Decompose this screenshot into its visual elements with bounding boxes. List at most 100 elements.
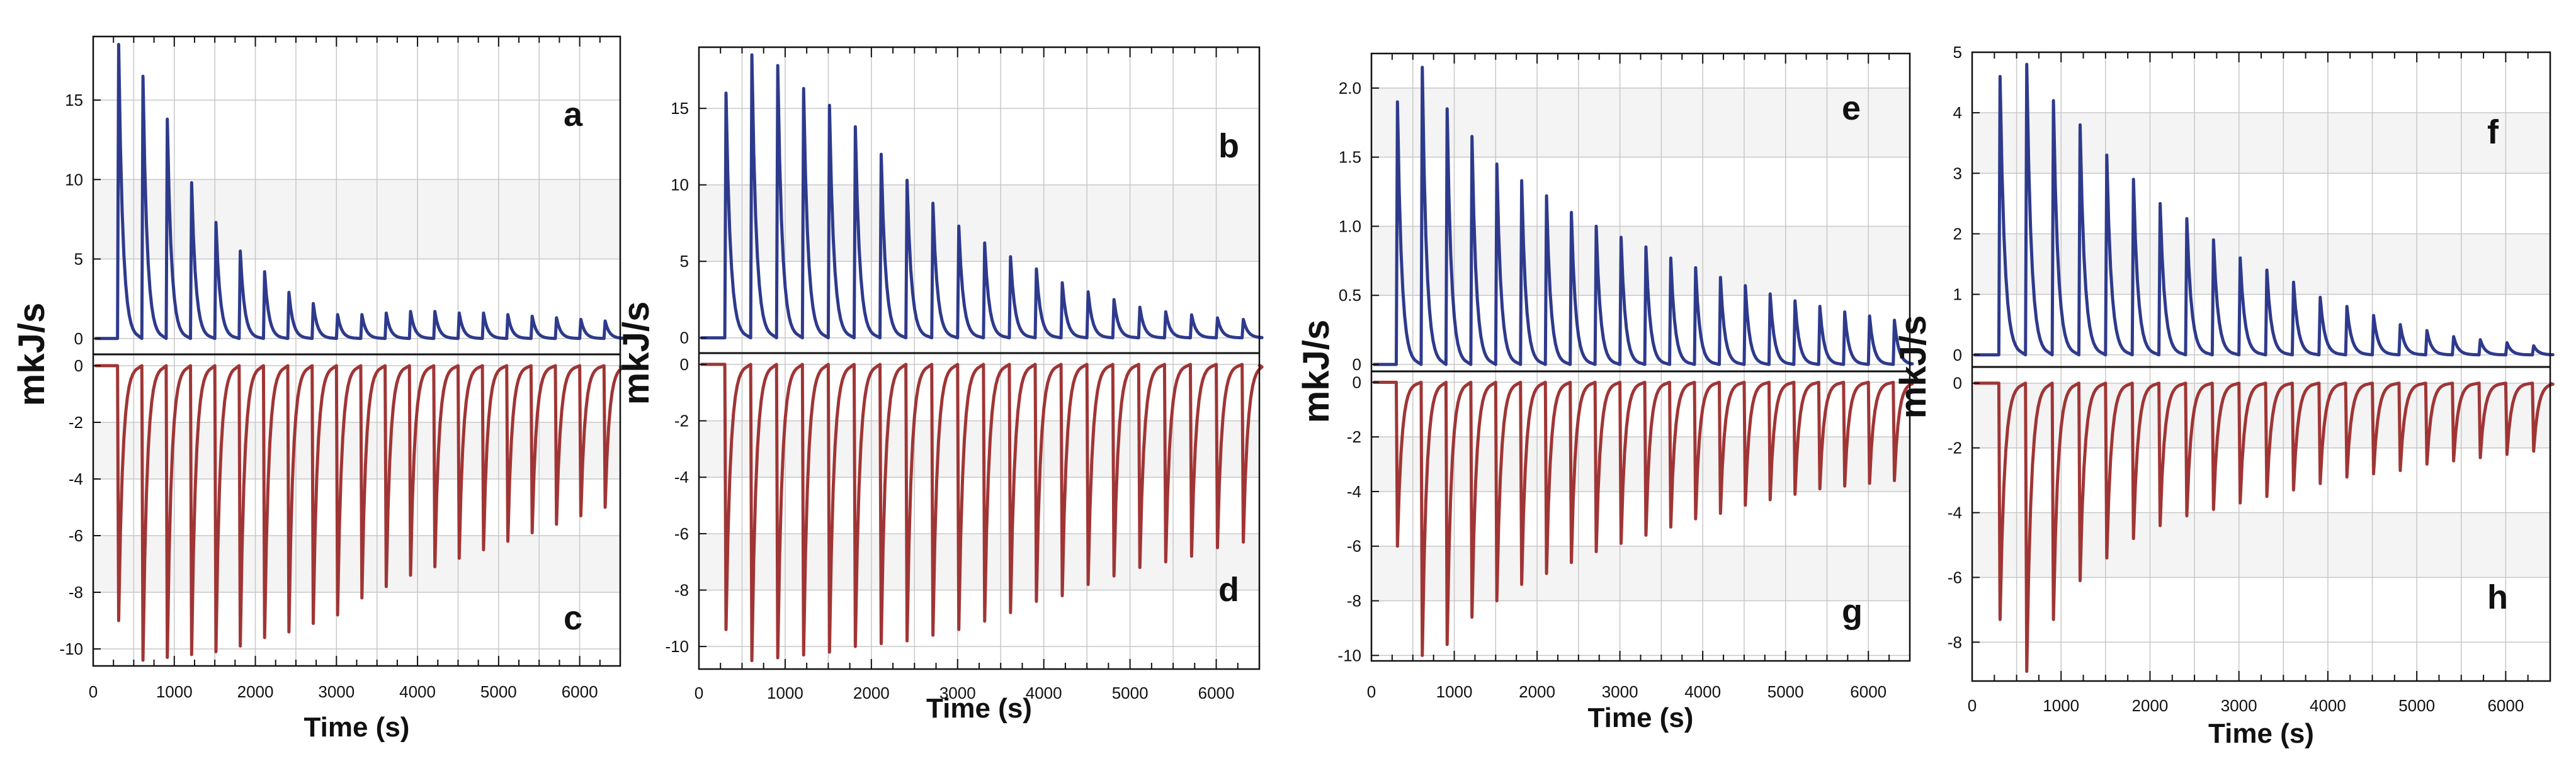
y-tick-label: -8	[1948, 633, 1962, 651]
y-tick-label: -10	[59, 639, 83, 658]
bottom-trace-h	[1973, 381, 2555, 673]
y-tick-label: 5	[74, 250, 83, 269]
chart-group-2: 0 5 10 15 b 0 -2 -4 -6 -8 -10 d 0 1000 2000 3000 4000 500…	[616, 46, 1264, 724]
y-tick-label: -8	[69, 583, 83, 602]
y-tick-label: -2	[1347, 427, 1361, 446]
x-tick-label: 6000	[2487, 696, 2524, 715]
panel-label-a: a	[564, 96, 583, 133]
band-shade	[1371, 546, 1910, 601]
x-tick-label: 4000	[399, 682, 436, 701]
y-tick-label: 1.5	[1339, 148, 1361, 167]
y-tick-label: 1.0	[1339, 217, 1361, 235]
band-shade	[93, 179, 620, 259]
band-shade	[699, 184, 1259, 262]
x-tick-label: 2000	[237, 682, 274, 701]
y-tick-label: -8	[1347, 592, 1361, 611]
top-trace-f	[1973, 62, 2555, 357]
x-tick-label: 3000	[939, 684, 976, 702]
y-tick-label: 0	[1353, 373, 1361, 392]
x-tick-label: 0	[1367, 682, 1376, 701]
x-tick-label: 6000	[562, 682, 598, 701]
band-shade	[1972, 234, 2550, 295]
band-shade	[699, 533, 1259, 590]
y-tick-label: 0	[1953, 346, 1962, 364]
y-tick-label: -8	[674, 581, 689, 600]
y-tick-label: -10	[665, 637, 689, 656]
chart-group-1: 0 5 10 15 a 0 -2 -4 -6 -8 -10 c 0 1000 2000 3000 4000 500…	[11, 35, 625, 743]
x-axis-title: Time (s)	[1588, 702, 1694, 733]
x-tick-label: 2000	[853, 684, 890, 702]
x-tick-label: 1000	[156, 682, 193, 701]
x-axis-title: Time (s)	[926, 693, 1032, 724]
y-tick-label: 15	[671, 99, 689, 118]
y-tick-label: -4	[1948, 503, 1962, 522]
y-axis-title: mkJ/s	[11, 303, 52, 406]
y-axis-title: mkJ/s	[1893, 315, 1934, 419]
y-tick-label: -2	[69, 413, 83, 432]
x-tick-label: 1000	[767, 684, 803, 702]
y-tick-label: 0	[680, 329, 689, 347]
band-shade	[1371, 226, 1910, 296]
x-axis-title: Time (s)	[304, 712, 410, 743]
x-tick-label: 6000	[1198, 684, 1235, 702]
y-tick-label: 10	[671, 176, 689, 194]
x-tick-label: 2000	[2132, 696, 2169, 715]
x-tick-label: 0	[695, 684, 703, 702]
y-tick-label: -4	[1347, 482, 1361, 501]
y-tick-label: 0	[680, 355, 689, 374]
x-tick-label: 3000	[2221, 696, 2257, 715]
x-tick-label: 3000	[1602, 682, 1638, 701]
x-tick-label: 6000	[1850, 682, 1887, 701]
y-tick-label: 1	[1953, 285, 1962, 304]
x-tick-label: 1000	[2043, 696, 2079, 715]
x-tick-label: 5000	[1767, 682, 1804, 701]
y-tick-label: 2.0	[1339, 79, 1361, 98]
x-tick-label: 4000	[1684, 682, 1721, 701]
y-tick-label: 4	[1953, 103, 1962, 122]
band-shade	[93, 536, 620, 592]
y-tick-label: -6	[69, 526, 83, 545]
panel-label-c: c	[564, 599, 582, 637]
bottom-trace-c	[94, 364, 625, 662]
y-tick-label: -6	[674, 524, 689, 543]
y-tick-label: 0	[1353, 355, 1361, 374]
x-tick-label: 5000	[2398, 696, 2435, 715]
x-tick-label: 3000	[318, 682, 355, 701]
chart-group-3: 0 0.5 1.0 1.5 2.0 e 0 -2 -4 -6 -8 -10 g 0 1000 2000 3000…	[1296, 52, 1914, 733]
panel-label-b: b	[1218, 127, 1239, 165]
y-tick-label: 0	[1953, 374, 1962, 393]
panel-label-f: f	[2487, 113, 2499, 151]
x-axis-title: Time (s)	[2208, 718, 2314, 749]
x-tick-label: 0	[89, 682, 98, 701]
y-tick-label: 2	[1953, 224, 1962, 243]
bottom-trace-g	[1373, 380, 1914, 657]
y-tick-label: 0	[74, 356, 83, 375]
band-shade	[1972, 512, 2550, 578]
y-tick-label: -4	[674, 468, 689, 487]
y-tick-label: 10	[65, 170, 83, 189]
chart-group-4: 0 1 2 3 4 5 f 0 -2 -4 -6 -8 h 0 1000 2000 3000 4000 5000 60…	[1893, 43, 2555, 749]
y-tick-label: 5	[1953, 43, 1962, 62]
panel-label-g: g	[1842, 593, 1863, 631]
y-tick-label: 0.5	[1339, 286, 1361, 305]
x-tick-label: 4000	[1026, 684, 1062, 702]
panel-label-e: e	[1842, 89, 1861, 127]
band-shade	[1371, 87, 1910, 157]
x-tick-label: 4000	[2310, 696, 2346, 715]
x-tick-label: 0	[1968, 696, 1977, 715]
top-trace-b	[700, 53, 1264, 340]
band-shade	[1972, 113, 2550, 174]
y-tick-label: -6	[1948, 568, 1962, 587]
y-tick-label: 5	[680, 252, 689, 271]
y-tick-label: 15	[65, 91, 83, 110]
y-tick-label: -4	[69, 470, 83, 488]
panel-label-h: h	[2487, 578, 2508, 616]
panel-label-d: d	[1218, 571, 1239, 609]
x-tick-label: 2000	[1519, 682, 1555, 701]
y-tick-label: 0	[74, 329, 83, 348]
y-tick-label: -6	[1347, 537, 1361, 556]
x-tick-label: 5000	[480, 682, 517, 701]
y-tick-label: -2	[1948, 439, 1962, 458]
x-tick-label: 5000	[1112, 684, 1149, 702]
